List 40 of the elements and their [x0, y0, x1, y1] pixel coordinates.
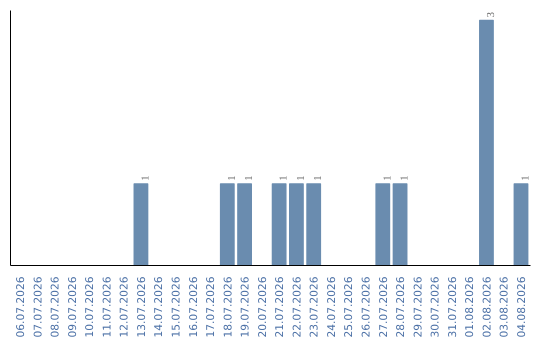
x-tick-label: 21.07.2026 [273, 276, 286, 338]
x-tick-label: 24.07.2026 [324, 276, 338, 338]
x-tick-label: 30.07.2026 [428, 276, 442, 338]
x-tick-label: 29.07.2026 [411, 276, 424, 338]
data-label: 1 [400, 175, 411, 181]
data-label: 1 [278, 175, 290, 181]
x-tick-label: 13.07.2026 [134, 276, 148, 338]
x-tick-label: 11.07.2026 [100, 276, 114, 338]
x-tick-label: 26.07.2026 [360, 276, 373, 338]
data-label: 1 [520, 175, 532, 181]
x-tick-label: 27.07.2026 [376, 276, 390, 338]
x-tick-label: 02.08.2026 [480, 276, 494, 338]
x-tick-label: 19.07.2026 [238, 276, 252, 338]
x-tick-label: 10.07.2026 [83, 276, 96, 338]
x-tick-label: 15.07.2026 [169, 276, 182, 338]
x-tick-label: 20.07.2026 [256, 276, 269, 338]
data-label: 1 [382, 175, 394, 181]
data-label: 1 [140, 175, 152, 181]
x-tick-label: 25.07.2026 [342, 276, 356, 338]
data-label: 3 [486, 12, 497, 18]
data-label: 1 [313, 175, 324, 181]
x-tick-label: 22.07.2026 [290, 276, 304, 338]
data-label: 1 [226, 175, 238, 181]
x-tick-label: 16.07.2026 [186, 276, 200, 338]
data-label: 1 [296, 175, 307, 181]
x-tick-label: 08.07.2026 [48, 276, 62, 338]
x-tick-label: 03.08.2026 [498, 276, 511, 338]
x-tick-label: 12.07.2026 [118, 276, 131, 338]
x-tick-label: 06.07.2026 [14, 276, 27, 338]
x-tick-label: 01.08.2026 [463, 276, 476, 338]
x-tick-label: 14.07.2026 [152, 276, 166, 338]
x-tick-label: 17.07.2026 [204, 276, 218, 338]
x-tick-label: 28.07.2026 [394, 276, 408, 338]
x-tick-label: 31.07.2026 [446, 276, 459, 338]
x-tick-label: 18.07.2026 [221, 276, 234, 338]
x-tick-label: 07.07.2026 [31, 276, 44, 338]
data-label: 1 [244, 175, 256, 181]
x-tick-label: 04.08.2026 [515, 276, 528, 338]
x-tick-label: 23.07.2026 [308, 276, 321, 338]
x-tick-label: 09.07.2026 [66, 276, 79, 338]
